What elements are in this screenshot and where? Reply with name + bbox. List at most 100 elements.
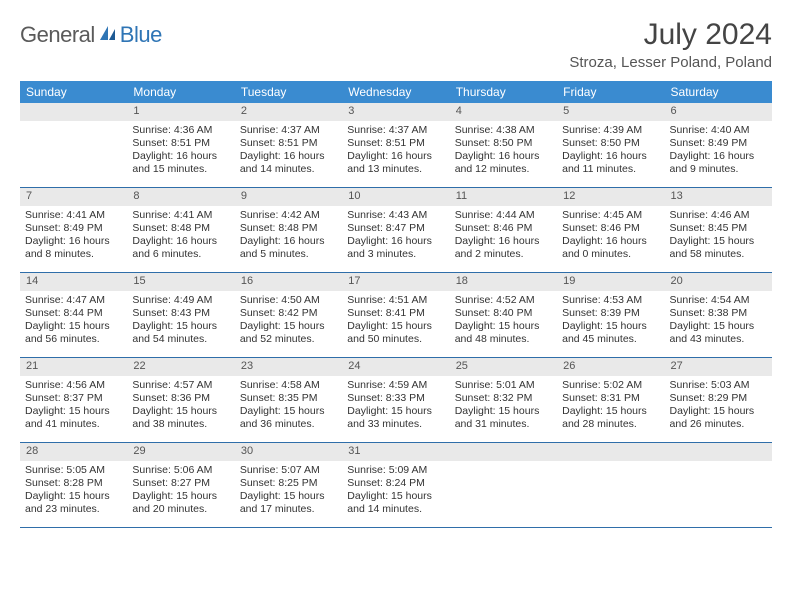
month-title: July 2024 xyxy=(569,18,772,52)
day-number: 13 xyxy=(665,188,772,206)
day-body: Sunrise: 4:38 AMSunset: 8:50 PMDaylight:… xyxy=(450,121,557,187)
header: General Blue July 2024 Stroza, Lesser Po… xyxy=(20,18,772,71)
day-line: and 56 minutes. xyxy=(25,333,122,346)
day-line: Sunset: 8:33 PM xyxy=(347,392,444,405)
day-line: and 13 minutes. xyxy=(347,163,444,176)
day-line: Sunrise: 4:51 AM xyxy=(347,294,444,307)
day-body: Sunrise: 4:53 AMSunset: 8:39 PMDaylight:… xyxy=(557,291,664,357)
day-cell: 12Sunrise: 4:45 AMSunset: 8:46 PMDayligh… xyxy=(557,188,664,272)
day-line: Daylight: 16 hours xyxy=(562,150,659,163)
day-line: Sunrise: 4:43 AM xyxy=(347,209,444,222)
day-line: and 17 minutes. xyxy=(240,503,337,516)
day-number: 29 xyxy=(127,443,234,461)
day-line: Sunrise: 4:41 AM xyxy=(25,209,122,222)
day-line: Sunset: 8:45 PM xyxy=(670,222,767,235)
day-number: 17 xyxy=(342,273,449,291)
day-line: Sunrise: 4:59 AM xyxy=(347,379,444,392)
day-number: 19 xyxy=(557,273,664,291)
day-number: 8 xyxy=(127,188,234,206)
day-line: Daylight: 15 hours xyxy=(240,490,337,503)
day-cell: 18Sunrise: 4:52 AMSunset: 8:40 PMDayligh… xyxy=(450,273,557,357)
day-line: Sunrise: 4:44 AM xyxy=(455,209,552,222)
day-line: Sunrise: 4:45 AM xyxy=(562,209,659,222)
day-line: Sunset: 8:48 PM xyxy=(240,222,337,235)
day-body xyxy=(20,121,127,187)
day-cell: 16Sunrise: 4:50 AMSunset: 8:42 PMDayligh… xyxy=(235,273,342,357)
day-number: 26 xyxy=(557,358,664,376)
day-number-empty xyxy=(665,443,772,461)
dow-cell: Monday xyxy=(127,81,234,103)
day-line: and 54 minutes. xyxy=(132,333,229,346)
day-line: Sunrise: 5:02 AM xyxy=(562,379,659,392)
day-body: Sunrise: 4:40 AMSunset: 8:49 PMDaylight:… xyxy=(665,121,772,187)
day-line: and 36 minutes. xyxy=(240,418,337,431)
day-line: Daylight: 15 hours xyxy=(240,320,337,333)
day-number: 18 xyxy=(450,273,557,291)
day-line: Sunset: 8:51 PM xyxy=(240,137,337,150)
day-cell: 15Sunrise: 4:49 AMSunset: 8:43 PMDayligh… xyxy=(127,273,234,357)
day-line: Sunset: 8:25 PM xyxy=(240,477,337,490)
day-line: Sunset: 8:51 PM xyxy=(132,137,229,150)
day-line: Sunrise: 5:01 AM xyxy=(455,379,552,392)
day-cell xyxy=(665,443,772,527)
day-body: Sunrise: 4:56 AMSunset: 8:37 PMDaylight:… xyxy=(20,376,127,442)
dow-cell: Wednesday xyxy=(342,81,449,103)
day-body: Sunrise: 4:51 AMSunset: 8:41 PMDaylight:… xyxy=(342,291,449,357)
day-line: and 38 minutes. xyxy=(132,418,229,431)
day-body: Sunrise: 4:39 AMSunset: 8:50 PMDaylight:… xyxy=(557,121,664,187)
day-body: Sunrise: 5:02 AMSunset: 8:31 PMDaylight:… xyxy=(557,376,664,442)
day-cell: 4Sunrise: 4:38 AMSunset: 8:50 PMDaylight… xyxy=(450,103,557,187)
day-line: Daylight: 16 hours xyxy=(25,235,122,248)
dow-row: SundayMondayTuesdayWednesdayThursdayFrid… xyxy=(20,81,772,103)
day-line: Daylight: 15 hours xyxy=(132,320,229,333)
day-line: Sunrise: 5:07 AM xyxy=(240,464,337,477)
day-line: and 28 minutes. xyxy=(562,418,659,431)
day-number: 1 xyxy=(127,103,234,121)
day-line: Sunset: 8:32 PM xyxy=(455,392,552,405)
day-number: 10 xyxy=(342,188,449,206)
day-line: Sunrise: 4:58 AM xyxy=(240,379,337,392)
day-line: and 2 minutes. xyxy=(455,248,552,261)
day-line: Sunset: 8:46 PM xyxy=(455,222,552,235)
day-line: and 8 minutes. xyxy=(25,248,122,261)
day-number: 3 xyxy=(342,103,449,121)
day-line: Sunset: 8:49 PM xyxy=(670,137,767,150)
day-cell: 11Sunrise: 4:44 AMSunset: 8:46 PMDayligh… xyxy=(450,188,557,272)
day-line: Daylight: 15 hours xyxy=(25,490,122,503)
day-number: 15 xyxy=(127,273,234,291)
day-line: Daylight: 16 hours xyxy=(132,150,229,163)
day-line: Daylight: 16 hours xyxy=(240,235,337,248)
day-cell: 21Sunrise: 4:56 AMSunset: 8:37 PMDayligh… xyxy=(20,358,127,442)
day-line: Sunset: 8:43 PM xyxy=(132,307,229,320)
day-number: 14 xyxy=(20,273,127,291)
day-body: Sunrise: 5:05 AMSunset: 8:28 PMDaylight:… xyxy=(20,461,127,527)
day-body: Sunrise: 4:50 AMSunset: 8:42 PMDaylight:… xyxy=(235,291,342,357)
title-block: July 2024 Stroza, Lesser Poland, Poland xyxy=(569,18,772,71)
day-line: Sunrise: 4:50 AM xyxy=(240,294,337,307)
day-line: and 33 minutes. xyxy=(347,418,444,431)
day-line: Sunset: 8:51 PM xyxy=(347,137,444,150)
day-line: and 5 minutes. xyxy=(240,248,337,261)
day-line: Sunrise: 4:56 AM xyxy=(25,379,122,392)
day-line: Sunset: 8:44 PM xyxy=(25,307,122,320)
day-line: and 58 minutes. xyxy=(670,248,767,261)
day-line: and 20 minutes. xyxy=(132,503,229,516)
day-line: Daylight: 15 hours xyxy=(670,235,767,248)
day-cell: 24Sunrise: 4:59 AMSunset: 8:33 PMDayligh… xyxy=(342,358,449,442)
day-number: 23 xyxy=(235,358,342,376)
day-cell: 7Sunrise: 4:41 AMSunset: 8:49 PMDaylight… xyxy=(20,188,127,272)
day-line: Sunset: 8:39 PM xyxy=(562,307,659,320)
day-line: Sunrise: 4:52 AM xyxy=(455,294,552,307)
day-line: and 43 minutes. xyxy=(670,333,767,346)
day-line: Sunrise: 4:47 AM xyxy=(25,294,122,307)
day-line: and 3 minutes. xyxy=(347,248,444,261)
day-body: Sunrise: 4:41 AMSunset: 8:48 PMDaylight:… xyxy=(127,206,234,272)
day-line: Daylight: 15 hours xyxy=(25,405,122,418)
day-cell: 14Sunrise: 4:47 AMSunset: 8:44 PMDayligh… xyxy=(20,273,127,357)
day-cell: 8Sunrise: 4:41 AMSunset: 8:48 PMDaylight… xyxy=(127,188,234,272)
day-cell: 31Sunrise: 5:09 AMSunset: 8:24 PMDayligh… xyxy=(342,443,449,527)
day-line: Sunrise: 4:37 AM xyxy=(347,124,444,137)
day-line: Daylight: 15 hours xyxy=(455,320,552,333)
day-cell: 26Sunrise: 5:02 AMSunset: 8:31 PMDayligh… xyxy=(557,358,664,442)
logo-sail-icon xyxy=(98,24,118,47)
